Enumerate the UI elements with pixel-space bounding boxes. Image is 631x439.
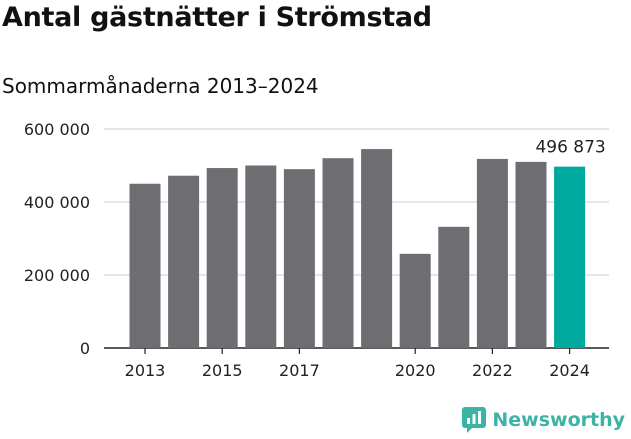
bar-2016 [245, 165, 277, 348]
bar-2023 [515, 161, 547, 348]
x-tick-label: 2020 [395, 361, 436, 380]
bar-2020 [399, 253, 431, 348]
x-tick-label: 2015 [202, 361, 243, 380]
bar-2018 [322, 158, 354, 348]
bar-2015 [206, 168, 238, 348]
bars [129, 149, 586, 348]
bar-2022 [476, 158, 508, 348]
bar-2019 [361, 149, 393, 348]
y-tick-label: 0 [80, 339, 90, 358]
x-tick-label: 2013 [125, 361, 166, 380]
x-tick-label: 2017 [279, 361, 320, 380]
chart-title: Antal gästnätter i Strömstad [2, 2, 432, 33]
y-tick-label: 600 000 [24, 120, 90, 139]
brand-name: Newsworthy [492, 409, 625, 431]
value-annotation: 496 873 [535, 138, 605, 158]
y-tick-label: 400 000 [24, 193, 90, 212]
chart-subtitle: Sommarmånaderna 2013–2024 [2, 74, 319, 98]
bar-2017 [283, 169, 315, 348]
newsworthy-brand: Newsworthy [462, 407, 625, 433]
bar-2021 [438, 226, 470, 348]
y-tick-label: 200 000 [24, 266, 90, 285]
bar-2013 [129, 183, 161, 348]
bar-2024 [554, 166, 586, 348]
labels: 0 200 000 400 000 600 000 2013 2015 2017 2020 20… [24, 120, 606, 380]
bar-2014 [168, 175, 200, 348]
x-tick-label: 2024 [549, 361, 590, 380]
newsworthy-logo-icon [462, 407, 487, 433]
x-tick-label: 2022 [472, 361, 513, 380]
